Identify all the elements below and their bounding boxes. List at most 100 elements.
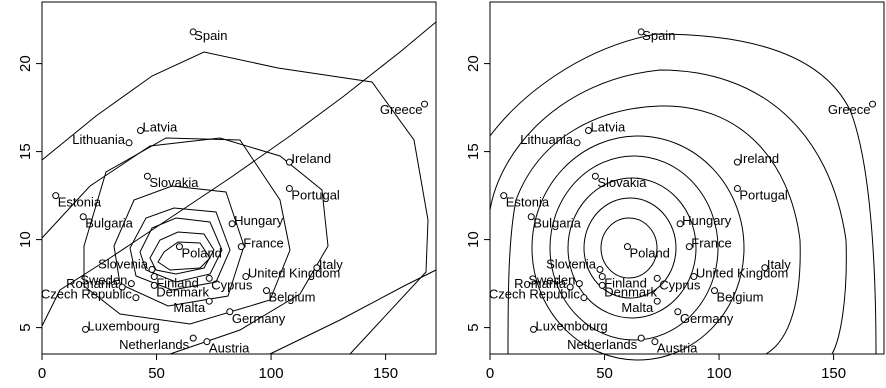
point-malta bbox=[653, 297, 661, 305]
y-tick-label: 5 bbox=[17, 323, 34, 331]
y-tick-label: 20 bbox=[17, 55, 34, 72]
point-poland bbox=[175, 243, 183, 251]
point-poland bbox=[623, 243, 631, 251]
point-label-sweden: Sweden bbox=[80, 273, 127, 288]
point-label-cyprus: Cyprus bbox=[211, 277, 253, 292]
point-label-france: France bbox=[243, 236, 283, 251]
x-tick-label: 100 bbox=[259, 365, 284, 382]
point-luxembourg bbox=[530, 325, 538, 333]
contour-line bbox=[549, 155, 719, 341]
point-luxembourg bbox=[82, 325, 90, 333]
point-label-hungary: Hungary bbox=[234, 213, 284, 228]
y-tick-label: 20 bbox=[465, 55, 482, 72]
point-label-luxembourg: Luxembourg bbox=[536, 318, 608, 333]
x-tick-label: 100 bbox=[707, 365, 732, 382]
point-latvia bbox=[137, 126, 144, 134]
y-tick-label: 15 bbox=[465, 143, 482, 160]
point-label-ireland: Ireland bbox=[291, 151, 331, 166]
point-label-lithuania: Lithuania bbox=[72, 132, 126, 147]
point-label-austria: Austria bbox=[209, 341, 250, 356]
point-sweden bbox=[575, 280, 583, 288]
point-label-lithuania: Lithuania bbox=[520, 132, 574, 147]
point-label-france: France bbox=[691, 236, 731, 251]
point-label-united-kingdom: United Kingdom bbox=[248, 266, 340, 281]
point-label-cyprus: Cyprus bbox=[659, 277, 701, 292]
point-netherlands bbox=[189, 334, 197, 342]
x-tick-label: 0 bbox=[486, 365, 494, 382]
point-label-czech-republic: Czech Republic bbox=[489, 287, 581, 302]
x-tick-label: 50 bbox=[148, 365, 165, 382]
point-estonia bbox=[52, 192, 60, 200]
contour-line bbox=[507, 105, 801, 355]
point-label-romania: Romania bbox=[66, 276, 119, 291]
point-label-finland: Finland bbox=[156, 276, 199, 291]
point-slovakia bbox=[143, 172, 151, 180]
point-finland bbox=[598, 273, 606, 281]
point-spain bbox=[637, 28, 645, 36]
point-austria bbox=[203, 338, 211, 346]
point-label-portugal: Portugal bbox=[739, 188, 788, 203]
x-tick-label: 150 bbox=[821, 365, 846, 382]
point-ireland bbox=[733, 158, 741, 166]
point-label-poland: Poland bbox=[181, 246, 221, 261]
point-greece bbox=[421, 100, 429, 108]
point-spain bbox=[189, 28, 197, 36]
point-slovenia bbox=[148, 266, 156, 274]
point-portugal bbox=[285, 185, 293, 193]
point-label-spain: Spain bbox=[642, 28, 675, 43]
point-label-estonia: Estonia bbox=[506, 195, 550, 210]
contours-right bbox=[489, 33, 877, 361]
point-latvia bbox=[585, 126, 592, 134]
point-label-austria: Austria bbox=[657, 341, 698, 356]
contour-line bbox=[41, 137, 329, 355]
point-label-estonia: Estonia bbox=[58, 195, 102, 210]
point-label-slovenia: Slovenia bbox=[98, 257, 149, 272]
point-italy bbox=[761, 264, 769, 272]
point-denmark bbox=[150, 281, 158, 289]
contour-line bbox=[567, 177, 697, 319]
point-estonia bbox=[500, 192, 508, 200]
y-tick-label: 5 bbox=[465, 323, 482, 331]
contours-left bbox=[41, 21, 437, 355]
point-czech-republic bbox=[132, 294, 140, 302]
point-ireland bbox=[285, 158, 293, 166]
point-label-united-kingdom: United Kingdom bbox=[696, 266, 789, 281]
panel-right: 0 50 100 150 5 10 15 20 Spain Greece Latvia Lithua… bbox=[465, 1, 885, 382]
point-label-latvia: Latvia bbox=[143, 119, 178, 134]
point-label-italy: Italy bbox=[319, 257, 343, 272]
point-france bbox=[685, 243, 693, 251]
contour-line bbox=[531, 135, 745, 361]
point-austria bbox=[651, 338, 659, 346]
contour-line bbox=[129, 207, 231, 291]
point-label-denmark: Denmark bbox=[604, 284, 657, 299]
point-romania bbox=[566, 283, 574, 291]
point-belgium bbox=[710, 287, 718, 295]
point-italy bbox=[313, 264, 321, 272]
contour-line bbox=[269, 269, 437, 355]
point-lithuania bbox=[125, 139, 133, 147]
point-netherlands bbox=[637, 334, 645, 342]
contour-line bbox=[41, 21, 437, 327]
point-label-portugal: Portugal bbox=[291, 188, 340, 203]
point-germany bbox=[674, 308, 682, 316]
x-tick-label: 150 bbox=[373, 365, 398, 382]
point-label-belgium: Belgium bbox=[716, 290, 763, 305]
y-tick-label: 15 bbox=[17, 143, 34, 160]
point-label-sweden: Sweden bbox=[528, 273, 575, 288]
contour-line bbox=[600, 217, 658, 279]
point-label-germany: Germany bbox=[680, 311, 734, 326]
point-finland bbox=[150, 273, 158, 281]
point-label-netherlands: Netherlands bbox=[119, 337, 190, 352]
point-belgium bbox=[262, 287, 270, 295]
point-hungary bbox=[676, 220, 684, 228]
contour-line bbox=[149, 231, 215, 275]
point-slovakia bbox=[591, 172, 599, 180]
point-label-luxembourg: Luxembourg bbox=[88, 318, 160, 333]
point-cyprus bbox=[653, 274, 661, 282]
point-portugal bbox=[733, 185, 741, 193]
point-malta bbox=[205, 297, 213, 305]
point-czech-republic bbox=[580, 294, 588, 302]
contour-line bbox=[157, 241, 211, 271]
point-label-slovakia: Slovakia bbox=[149, 175, 199, 190]
